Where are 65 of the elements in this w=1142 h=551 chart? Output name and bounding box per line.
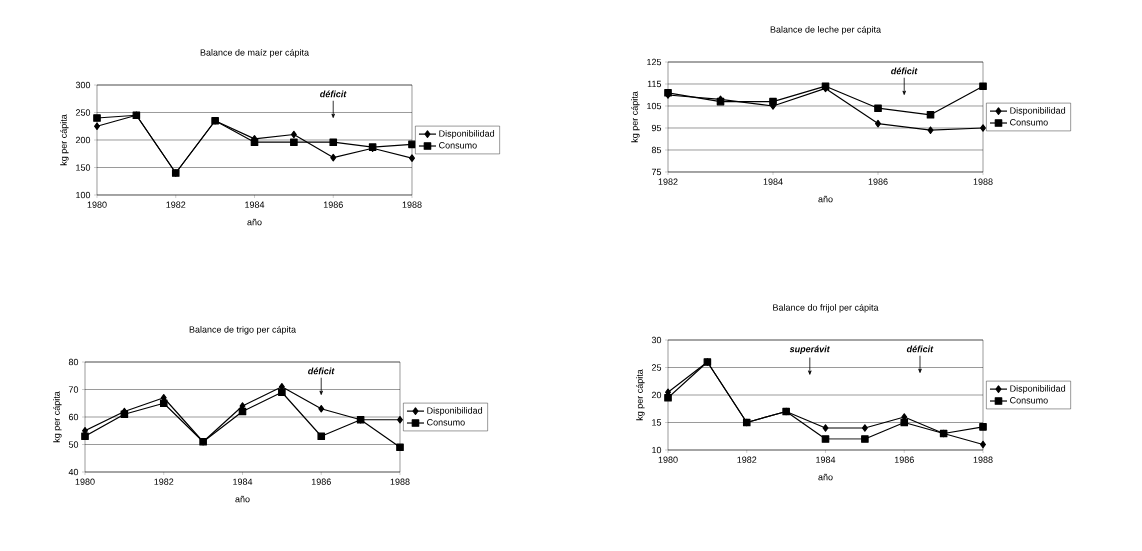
y-axis-title: kg per cápita [53, 391, 62, 443]
y-tick-label: 115 [647, 80, 662, 88]
x-tick-label: 1980 [75, 478, 95, 485]
x-tick-label: 1988 [402, 201, 422, 208]
x-tick-label: 1984 [245, 201, 265, 208]
y-tick-label: 70 [68, 386, 79, 393]
legend-label: Disponibilidad [1010, 107, 1066, 116]
x-tick-label: 1988 [390, 478, 410, 485]
legend-label: Consumo [1010, 397, 1048, 404]
x-tick-label: 1984 [763, 178, 783, 185]
y-tick-label: 300 [75, 81, 91, 89]
y-tick-label: 75 [651, 168, 662, 176]
chart-title: Balance de trigo per cápita [189, 325, 297, 335]
y-tick-label: 50 [68, 441, 79, 448]
x-axis-title: año [247, 218, 262, 226]
legend-label: Consumo [427, 419, 465, 426]
x-tick-label: 1986 [323, 201, 343, 208]
y-tick-label: 95 [651, 124, 662, 132]
legend-label: Disponibilidad [439, 130, 495, 139]
x-tick-label: 1980 [87, 201, 107, 208]
annotation: déficit [906, 345, 934, 353]
y-tick-label: 25 [651, 364, 662, 371]
x-tick-label: 1982 [658, 178, 678, 185]
chart-title: Balance do frijol per cápita [773, 303, 879, 313]
y-tick-label: 60 [68, 413, 79, 421]
y-tick-label: 100 [76, 191, 91, 199]
y-tick-label: 250 [75, 109, 91, 116]
x-axis-title: año [818, 195, 833, 203]
annotation: déficit [308, 367, 335, 375]
legend-label: Disponibilidad [1010, 385, 1066, 394]
legend-label: Consumo [1010, 119, 1048, 126]
x-tick-label: 1982 [166, 201, 186, 208]
x-tick-label: 1982 [154, 478, 174, 485]
y-tick-label: 80 [68, 358, 79, 366]
x-tick-label: 1986 [311, 478, 331, 485]
chart-title: Balance de leche per cápita [770, 25, 882, 35]
x-tick-label: 1980 [658, 456, 678, 463]
x-tick-label: 1986 [868, 178, 888, 185]
y-tick-label: 15 [652, 419, 662, 426]
x-axis-title: año [235, 495, 250, 503]
y-tick-label: 200 [75, 136, 91, 144]
x-tick-label: 1984 [233, 478, 253, 485]
y-tick-label: 150 [76, 164, 91, 171]
x-tick-label: 1984 [816, 456, 836, 463]
y-tick-label: 125 [647, 58, 662, 66]
annotation: déficit [891, 67, 918, 75]
y-tick-label: 20 [651, 391, 662, 399]
x-tick-label: 1988 [973, 178, 993, 185]
y-tick-label: 105 [647, 102, 662, 110]
y-tick-label: 10 [652, 446, 662, 454]
y-tick-label: 40 [68, 468, 79, 476]
x-tick-label: 1988 [973, 456, 993, 463]
annotation: déficit [320, 90, 347, 98]
chart-title: Balance de maíz per cápita [200, 48, 310, 58]
y-tick-label: 30 [651, 336, 662, 344]
x-tick-label: 1982 [737, 456, 757, 463]
x-tick-label: 1986 [894, 456, 914, 463]
y-tick-label: 85 [651, 146, 662, 154]
y-axis-title: kg per cápita [60, 114, 69, 166]
y-axis-title: kg per cápita [636, 369, 645, 421]
legend-label: Disponibilidad [427, 407, 483, 416]
legend-label: Consumo [439, 142, 477, 149]
x-axis-title: año [818, 473, 833, 481]
annotation: superávit [789, 345, 830, 354]
y-axis-title: kg per cápita [631, 91, 640, 143]
